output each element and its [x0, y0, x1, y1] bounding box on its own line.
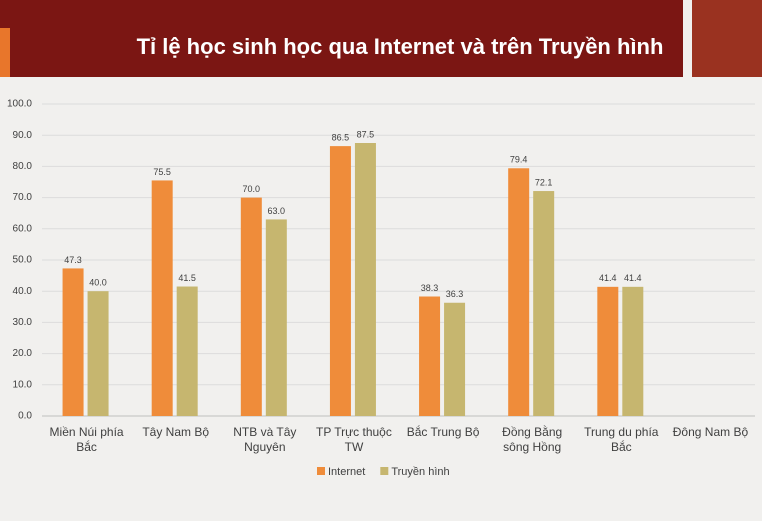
bar: [176, 286, 198, 416]
x-tick-label: NTB và Tây Nguyên: [233, 425, 297, 454]
bar: [265, 219, 287, 416]
chart-title: Tỉ lệ học sinh học qua Internet và trên …: [137, 34, 664, 59]
x-tick-label: Miền Núi phía Bắc: [49, 425, 124, 454]
value-label: 70.0: [243, 184, 261, 194]
value-label: 87.5: [357, 129, 375, 139]
x-tick-label: Trung du phía Bắc: [584, 425, 659, 454]
bar: [87, 291, 109, 416]
y-tick-label: 80.0: [13, 161, 33, 172]
value-label: 63.0: [268, 206, 286, 216]
value-label: 47.3: [64, 255, 82, 265]
y-tick-label: 0.0: [18, 411, 32, 422]
value-label: 36.3: [446, 289, 464, 299]
legend-label: Truyền hình: [391, 466, 449, 478]
legend-swatch: [380, 467, 389, 475]
legend-label: Internet: [328, 466, 365, 478]
accent-bar: [0, 28, 10, 77]
y-tick-label: 30.0: [13, 317, 33, 328]
x-tick-label: Đồng Bằng sông Hồng: [502, 425, 563, 454]
x-tick-label: TP Trực thuộc TW: [316, 425, 392, 454]
x-tick-label: Đông Nam Bộ: [672, 425, 749, 439]
y-tick-label: 60.0: [13, 223, 33, 234]
value-label: 72.1: [535, 177, 553, 187]
x-tick-label: Tây Nam Bộ: [142, 425, 210, 439]
y-tick-label: 90.0: [13, 130, 33, 141]
y-tick-label: 100.0: [7, 99, 32, 110]
y-tick-label: 40.0: [13, 286, 33, 297]
value-label: 40.0: [89, 278, 107, 288]
legend-swatch: [317, 467, 325, 475]
value-label: 38.3: [421, 283, 439, 293]
x-tick-label: Bắc Trung Bộ: [406, 425, 480, 439]
title-banner: [0, 0, 683, 77]
bar: [240, 197, 262, 416]
value-label: 41.4: [599, 273, 617, 283]
bar: [419, 296, 441, 416]
y-tick-label: 20.0: [13, 348, 33, 359]
bar: [597, 286, 619, 416]
bar: [622, 286, 644, 416]
bar: [533, 191, 555, 416]
value-label: 41.4: [624, 273, 642, 283]
value-label: 41.5: [178, 273, 196, 283]
y-tick-label: 50.0: [13, 255, 33, 266]
bar: [151, 180, 173, 416]
value-label: 75.5: [153, 167, 171, 177]
y-tick-label: 10.0: [13, 379, 33, 390]
bar: [444, 302, 466, 416]
y-tick-label: 70.0: [13, 192, 33, 203]
bar: [354, 143, 376, 416]
value-label: 86.5: [332, 132, 350, 142]
value-label: 79.4: [510, 155, 528, 165]
bar: [62, 268, 84, 416]
bar: [508, 168, 530, 416]
bar: [329, 146, 351, 416]
corner-box: [692, 0, 762, 77]
